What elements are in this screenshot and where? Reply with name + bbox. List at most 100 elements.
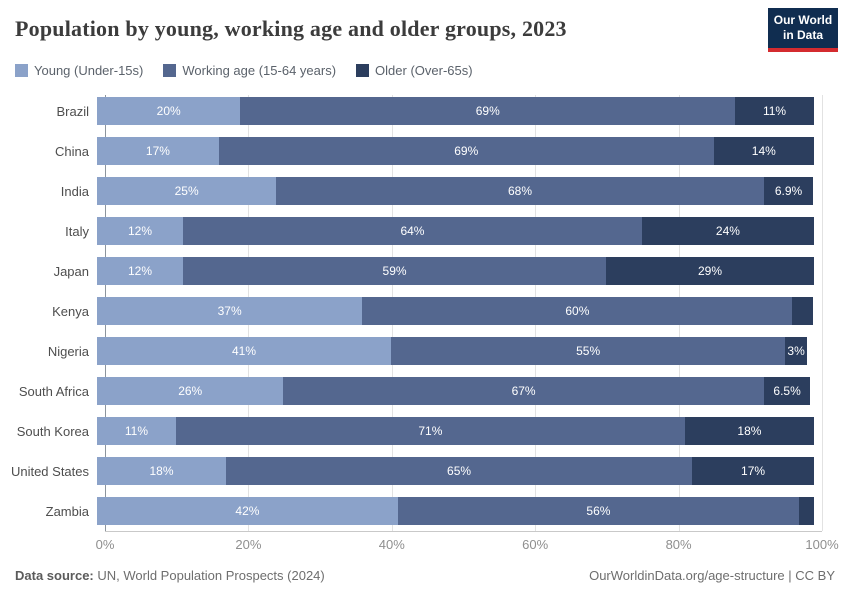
- table-row: China 17% 69% 14%: [0, 137, 850, 165]
- data-source-note: Data source: UN, World Population Prospe…: [15, 568, 325, 583]
- legend-item-young: Young (Under-15s): [15, 63, 143, 78]
- bar-segment: 18%: [684, 417, 814, 445]
- bar-track: 18% 65% 17%: [97, 457, 814, 485]
- x-tick-label: 0%: [95, 537, 115, 552]
- table-row: United States 18% 65% 17%: [0, 457, 850, 485]
- table-row: Brazil 20% 69% 11%: [0, 97, 850, 125]
- bar-segment: 37%: [97, 297, 363, 325]
- bar-value-label: 11%: [124, 424, 148, 438]
- bar-segment: 69%: [218, 137, 714, 165]
- category-label: Zambia: [45, 503, 89, 519]
- table-row: Nigeria 41% 55% 3%: [0, 337, 850, 365]
- bar-segment: 67%: [283, 377, 764, 405]
- bar-segment: 6.9%: [763, 177, 814, 205]
- bar-segment: 69%: [240, 97, 736, 125]
- x-tick-label: 100%: [805, 537, 839, 552]
- page-title: Population by young, working age and old…: [15, 16, 567, 41]
- bar-segment: 42%: [97, 497, 398, 525]
- bar-value-label: 69%: [454, 144, 479, 158]
- bar-value-label: 59%: [382, 264, 407, 278]
- bar-track: 26% 67% 6.5%: [97, 377, 814, 405]
- legend-label-working-age: Working age (15-64 years): [182, 63, 337, 78]
- table-row: Japan 12% 59% 29%: [0, 257, 850, 285]
- footer: Data source: UN, World Population Prospe…: [15, 568, 835, 583]
- legend-swatch-older: [356, 64, 370, 77]
- footer-attribution: OurWorldinData.org/age-structure | CC BY: [589, 568, 835, 583]
- bar-value-label: 71%: [418, 424, 443, 438]
- bar-value-label: 67%: [511, 384, 536, 398]
- category-label: China: [55, 143, 89, 159]
- bar-segment: 17%: [692, 457, 814, 485]
- bar-value-label: 29%: [697, 264, 723, 278]
- bar-segment: 59%: [183, 257, 607, 285]
- bar-segment: 41%: [97, 337, 391, 365]
- bar-track: 25% 68% 6.9%: [97, 177, 814, 205]
- bar-segment: 26%: [97, 377, 284, 405]
- bar-segment: 64%: [183, 217, 642, 245]
- category-label: South Korea: [16, 423, 89, 439]
- owid-logo: Our World in Data: [768, 8, 838, 52]
- bar-value-label: 18%: [737, 424, 762, 438]
- legend-label-older: Older (Over-65s): [375, 63, 473, 78]
- legend-item-working-age: Working age (15-64 years): [163, 63, 336, 78]
- bar-value-label: 6.9%: [774, 184, 803, 198]
- category-label: Brazil: [56, 103, 89, 119]
- category-label: Nigeria: [47, 343, 89, 359]
- bar-track: 12% 64% 24%: [97, 217, 814, 245]
- bar-track: 11% 71% 18%: [97, 417, 814, 445]
- category-label: Japan: [53, 263, 89, 279]
- gridline-100: [822, 95, 823, 531]
- bar-track: 17% 69% 14%: [97, 137, 814, 165]
- bar-value-label: 41%: [231, 344, 256, 358]
- legend-swatch-working-age: [163, 64, 177, 77]
- table-row: South Africa 26% 67% 6.5%: [0, 377, 850, 405]
- bar-chart: Brazil 20% 69% 11% China 17% 69% 14% India 25% 68%…: [0, 97, 850, 537]
- bar-value-label: 60%: [565, 304, 590, 318]
- bar-segment: 20%: [97, 97, 241, 125]
- bar-value-label: 65%: [447, 464, 472, 478]
- bar-segment: 25%: [97, 177, 277, 205]
- x-tick-label: 80%: [665, 537, 692, 552]
- legend-label-young: Young (Under-15s): [34, 63, 144, 78]
- bar-value-label: 6.5%: [773, 384, 801, 398]
- bar-value-label: 11%: [762, 104, 787, 118]
- owid-logo-line2: in Data: [782, 28, 823, 42]
- bar-value-label: 37%: [217, 304, 242, 318]
- bar-value-label: 14%: [751, 144, 776, 158]
- table-row: Zambia 42% 56%: [0, 497, 850, 525]
- bar-value-label: 55%: [576, 344, 601, 358]
- bar-value-label: 68%: [508, 184, 533, 198]
- x-tick-label: 40%: [378, 537, 405, 552]
- category-label: Kenya: [52, 303, 89, 319]
- bar-value-label: 69%: [475, 104, 500, 118]
- bar-track: 41% 55% 3%: [97, 337, 814, 365]
- bar-value-label: 12%: [128, 264, 153, 278]
- bar-track: 20% 69% 11%: [97, 97, 814, 125]
- bar-value-label: 12%: [128, 224, 153, 238]
- bar-value-label: 25%: [174, 184, 199, 198]
- x-tick-label: 60%: [522, 537, 549, 552]
- bar-value-label: 56%: [586, 504, 611, 518]
- bar-value-label: 20%: [156, 104, 181, 118]
- bar-value-label: 17%: [741, 464, 766, 478]
- chart-header: Population by young, working age and old…: [15, 8, 838, 52]
- table-row: Kenya 37% 60%: [0, 297, 850, 325]
- category-label: Italy: [65, 223, 89, 239]
- table-row: Italy 12% 64% 24%: [0, 217, 850, 245]
- bar-segment: 60%: [362, 297, 793, 325]
- bar-segment: 14%: [713, 137, 814, 165]
- bar-segment: 6.5%: [763, 377, 811, 405]
- table-row: India 25% 68% 6.9%: [0, 177, 850, 205]
- bar-segment: 29%: [606, 257, 814, 285]
- bar-segment: 24%: [641, 217, 814, 245]
- bar-segment: 12%: [97, 257, 184, 285]
- bar-segment: 55%: [390, 337, 786, 365]
- x-tick-label: 20%: [235, 537, 262, 552]
- bar-segment: 71%: [175, 417, 685, 445]
- bar-value-label: 24%: [715, 224, 740, 238]
- bar-segment: 18%: [97, 457, 227, 485]
- bar-value-label: 3%: [787, 344, 805, 358]
- bar-value-label: 18%: [149, 464, 174, 478]
- owid-logo-line1: Our World: [773, 13, 833, 27]
- bar-segment: 3%: [785, 337, 807, 365]
